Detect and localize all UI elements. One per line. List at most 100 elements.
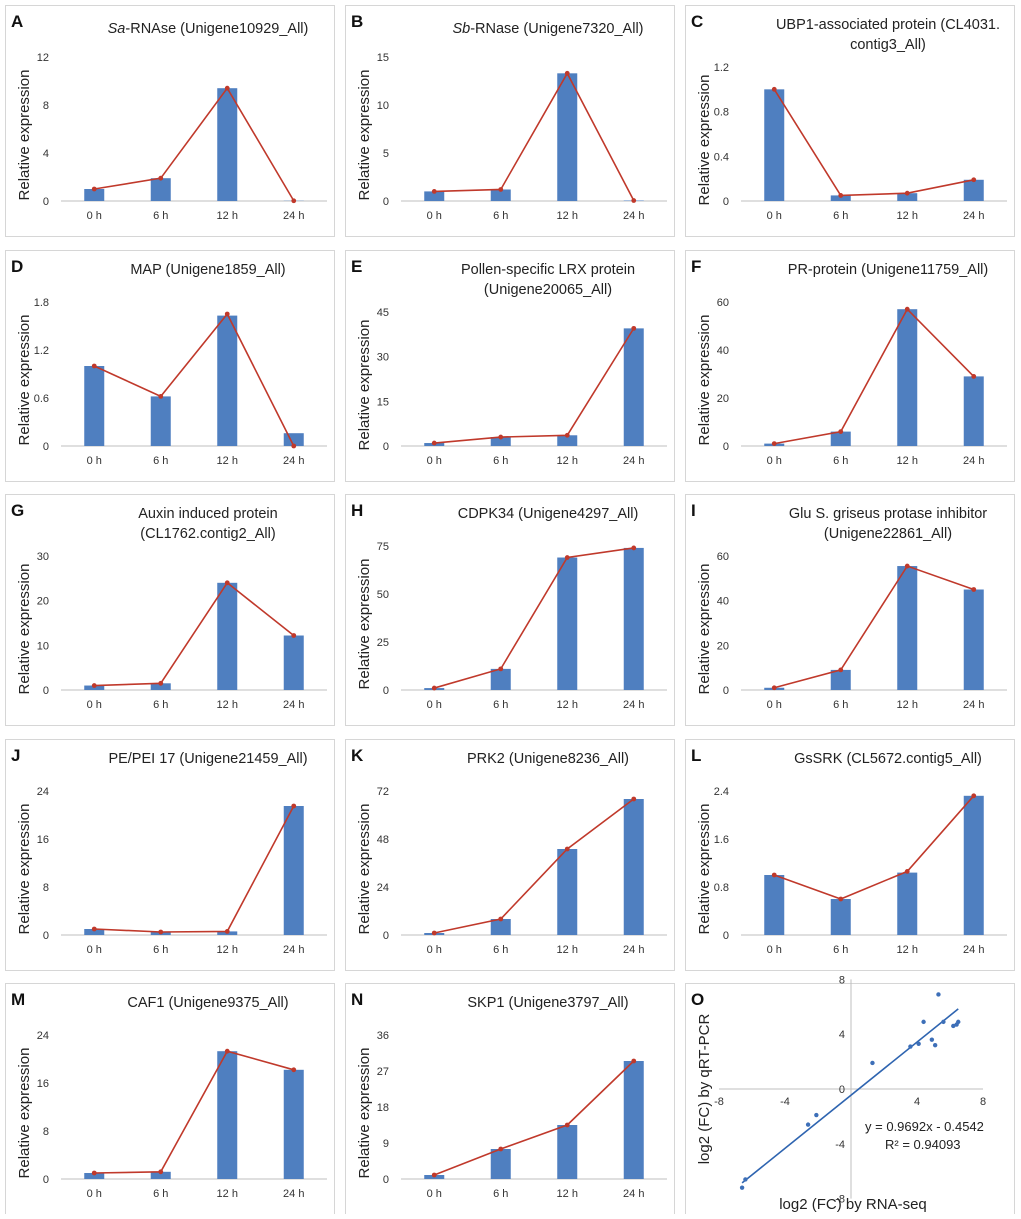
bar xyxy=(284,806,304,935)
bar xyxy=(557,73,577,201)
y-tick-label: 20 xyxy=(717,640,729,652)
x-tick-label: 12 h xyxy=(557,944,578,956)
bar xyxy=(624,328,644,446)
line-point xyxy=(432,189,437,194)
line-point xyxy=(225,312,230,317)
x-tick-label: 12 h xyxy=(217,210,238,222)
y-tick-label: 60 xyxy=(717,551,729,563)
y-tick-label: 0 xyxy=(383,1174,389,1186)
line-point xyxy=(92,187,97,192)
y-tick-label: 9 xyxy=(383,1138,389,1150)
line-point xyxy=(971,177,976,182)
bar xyxy=(964,376,984,446)
line-point xyxy=(631,326,636,331)
line-point xyxy=(291,633,296,638)
panel-letter: G xyxy=(11,501,24,520)
x-tick-label: 24 h xyxy=(623,944,644,956)
y-tick-label: 0 xyxy=(383,930,389,942)
scatter-point xyxy=(740,1185,744,1189)
x-tick-label: 0 h xyxy=(427,455,442,467)
panel-title-line2: contig3_All) xyxy=(850,37,926,53)
bar xyxy=(491,669,511,690)
y-tick-label: 8 xyxy=(43,882,49,894)
x-tick-label: 0 h xyxy=(427,210,442,222)
line-point xyxy=(905,564,910,569)
y-axis-label: Relative expression xyxy=(16,804,33,935)
scatter-point xyxy=(921,1020,925,1024)
x-tick-label: 12 h xyxy=(557,210,578,222)
x-tick-label: 12 h xyxy=(217,455,238,467)
y-tick-label: 0.8 xyxy=(714,107,729,119)
y-tick-label: 0 xyxy=(43,930,49,942)
x-tick-label: 0 h xyxy=(427,699,442,711)
panel-letter: M xyxy=(11,990,25,1009)
panel-title: CDPK34 (Unigene4297_All) xyxy=(458,506,639,522)
y-tick-label: 25 xyxy=(377,637,389,649)
x-tick-label: 24 h xyxy=(963,944,984,956)
panel-letter: A xyxy=(11,12,23,31)
line-point xyxy=(498,666,503,671)
y-axis-label: Relative expression xyxy=(16,564,33,695)
scatter-point xyxy=(930,1037,934,1041)
x-tick-label: 24 h xyxy=(963,455,984,467)
bar xyxy=(764,89,784,201)
line-point xyxy=(225,1049,230,1054)
x-tick-label: 6 h xyxy=(493,210,508,222)
line-point xyxy=(158,930,163,935)
x-tick-label: 6 h xyxy=(833,699,848,711)
line-point xyxy=(92,1171,97,1176)
x-tick-label: 12 h xyxy=(557,1188,578,1200)
panel-title-line2: (CL1762.contig2_All) xyxy=(140,526,275,542)
y-tick-label: 0.6 xyxy=(34,393,49,405)
y-axis-label: log2 (FC) by qRT-PCR xyxy=(696,1014,713,1165)
y-axis-label: Relative expression xyxy=(356,1048,373,1179)
y-axis-label: Relative expression xyxy=(16,1048,33,1179)
panel-letter: L xyxy=(691,746,701,765)
y-tick-label: 1.8 xyxy=(34,297,49,309)
y-tick-label: 0 xyxy=(43,441,49,453)
scatter-point xyxy=(743,1177,747,1181)
x-tick-label: 0 h xyxy=(427,944,442,956)
r-squared: R² = 0.94093 xyxy=(885,1137,961,1152)
y-tick-label: 40 xyxy=(717,345,729,357)
x-axis-label: log2 (FC) by RNA-seq xyxy=(779,1196,927,1213)
line-point xyxy=(498,1147,503,1152)
panel-frame xyxy=(346,6,675,237)
line-point xyxy=(432,931,437,936)
panel-title-rest: -RNAse (Unigene10929_All) xyxy=(125,21,308,37)
y-axis-label: Relative expression xyxy=(696,564,713,695)
bar xyxy=(491,919,511,935)
line-point xyxy=(432,1173,437,1178)
bar xyxy=(151,396,171,446)
x-tick-label: 12 h xyxy=(897,699,918,711)
line-point xyxy=(971,587,976,592)
x-tick-label: 24 h xyxy=(623,455,644,467)
line-point xyxy=(905,307,910,312)
line-point xyxy=(225,929,230,934)
y-tick-label: 0 xyxy=(839,1084,845,1096)
x-tick-label: 24 h xyxy=(623,699,644,711)
scatter-point xyxy=(814,1113,818,1117)
y-tick-label: 24 xyxy=(377,882,389,894)
panel-frame xyxy=(686,251,1015,482)
x-tick-label: 0 h xyxy=(87,944,102,956)
panel-title: SKP1 (Unigene3797_All) xyxy=(467,995,628,1011)
x-tick-label: 6 h xyxy=(833,210,848,222)
y-axis-label: Relative expression xyxy=(356,804,373,935)
panel-letter: E xyxy=(351,257,362,276)
panel-letter: K xyxy=(351,746,364,765)
y-tick-label: 0 xyxy=(723,196,729,208)
x-tick-label: 24 h xyxy=(283,455,304,467)
line-point xyxy=(772,685,777,690)
panel-title: GsSRK (CL5672.contig5_All) xyxy=(794,751,982,767)
line-point xyxy=(158,394,163,399)
x-tick-label: 6 h xyxy=(153,1188,168,1200)
y-tick-label: 0 xyxy=(383,196,389,208)
y-tick-label: 16 xyxy=(37,834,49,846)
